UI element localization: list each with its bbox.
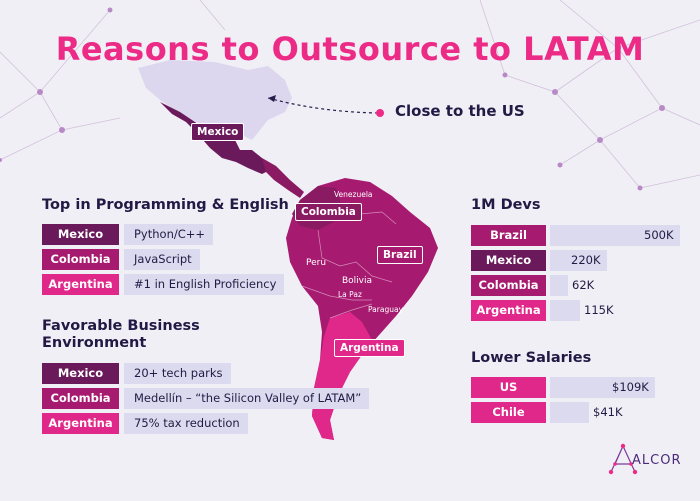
brand-name: ALCOR (632, 453, 682, 468)
bar-value: 500K (644, 228, 674, 242)
bar-fill (550, 402, 589, 423)
map-label-colombia: Colombia (295, 203, 362, 221)
network-nodes (0, 7, 665, 191)
country-tag: Argentina (42, 274, 119, 295)
map-label-argentina: Argentina (334, 339, 405, 357)
programming-row: Mexico Python/C++ (42, 224, 214, 245)
close-to-us-label: Close to the US (395, 102, 525, 120)
bar-value: $109K (612, 380, 649, 394)
bar-fill (550, 377, 655, 398)
bar-row: Chile $41K (471, 402, 655, 423)
salaries-title: Lower Salaries (471, 350, 592, 366)
usa-shape (138, 60, 292, 140)
business-row: Mexico 20+ tech parks (42, 363, 231, 384)
argentina-shape (312, 312, 372, 440)
bar-country-tag: Argentina (471, 300, 546, 321)
country-tag: Colombia (42, 249, 119, 270)
alcor-logo-icon (608, 443, 638, 475)
bar-country-tag: Chile (471, 402, 546, 423)
bar-fill (550, 300, 580, 321)
map-label-mexico: Mexico (191, 123, 245, 141)
bar-row: Mexico 220K (471, 250, 680, 271)
page-title: Reasons to Outsource to LATAM (55, 30, 645, 68)
country-tag: Mexico (42, 363, 119, 384)
country-tag: Colombia (42, 388, 119, 409)
bar-fill (550, 250, 607, 271)
bar-track: 500K (550, 225, 680, 246)
map-label-bolivia: Bolivia (342, 276, 373, 286)
bar-fill (550, 275, 568, 296)
bar-row: Colombia 62K (471, 275, 680, 296)
programming-row: Colombia JavaScript (42, 249, 200, 270)
arrow-dot (376, 109, 384, 117)
bar-row: US $109K (471, 377, 655, 398)
bar-value: 62K (572, 278, 595, 292)
row-value: #1 in English Proficiency (124, 274, 285, 295)
bar-row: Brazil 500K (471, 225, 680, 246)
map-label-la-paz: La Paz (338, 290, 362, 299)
row-value: Medellín – “the Silicon Valley of LATAM” (124, 388, 370, 409)
bar-value: 220K (571, 253, 601, 267)
bar-country-tag: Brazil (471, 225, 546, 246)
business-row: Colombia Medellín – “the Silicon Valley … (42, 388, 370, 409)
business-title-line1: Favorable Business (42, 318, 200, 334)
bar-track: 220K (550, 250, 680, 271)
map-label-venezuela: Venezuela (334, 190, 373, 199)
country-tag: Mexico (42, 224, 119, 245)
close-arrow (267, 97, 379, 114)
bar-track: 115K (550, 300, 680, 321)
bar-track: 62K (550, 275, 680, 296)
row-value: Python/C++ (124, 224, 214, 245)
business-row: Argentina 75% tax reduction (42, 413, 248, 434)
map-label-brazil: Brazil (377, 246, 423, 264)
network-lines (0, 0, 700, 189)
business-title-line2: Environment (42, 335, 147, 351)
bar-value: $41K (593, 405, 623, 419)
row-value: 20+ tech parks (124, 363, 231, 384)
programming-title: Top in Programming & English (42, 197, 289, 213)
row-value: 75% tax reduction (124, 413, 248, 434)
bar-country-tag: US (471, 377, 546, 398)
bar-track: $41K (550, 402, 655, 423)
map-label-paraguay: Paraguay (368, 305, 404, 314)
arrow-head-icon (268, 95, 276, 102)
central-america-shape (262, 158, 304, 198)
bar-value: 115K (584, 303, 614, 317)
programming-row: Argentina #1 in English Proficiency (42, 274, 285, 295)
devs-title: 1M Devs (471, 197, 541, 213)
country-tag: Argentina (42, 413, 119, 434)
bar-row: Argentina 115K (471, 300, 680, 321)
bar-fill (550, 225, 680, 246)
bar-track: $109K (550, 377, 655, 398)
map-label-peru: Peru (306, 258, 327, 268)
row-value: JavaScript (124, 249, 200, 270)
bar-country-tag: Mexico (471, 250, 546, 271)
bar-country-tag: Colombia (471, 275, 546, 296)
